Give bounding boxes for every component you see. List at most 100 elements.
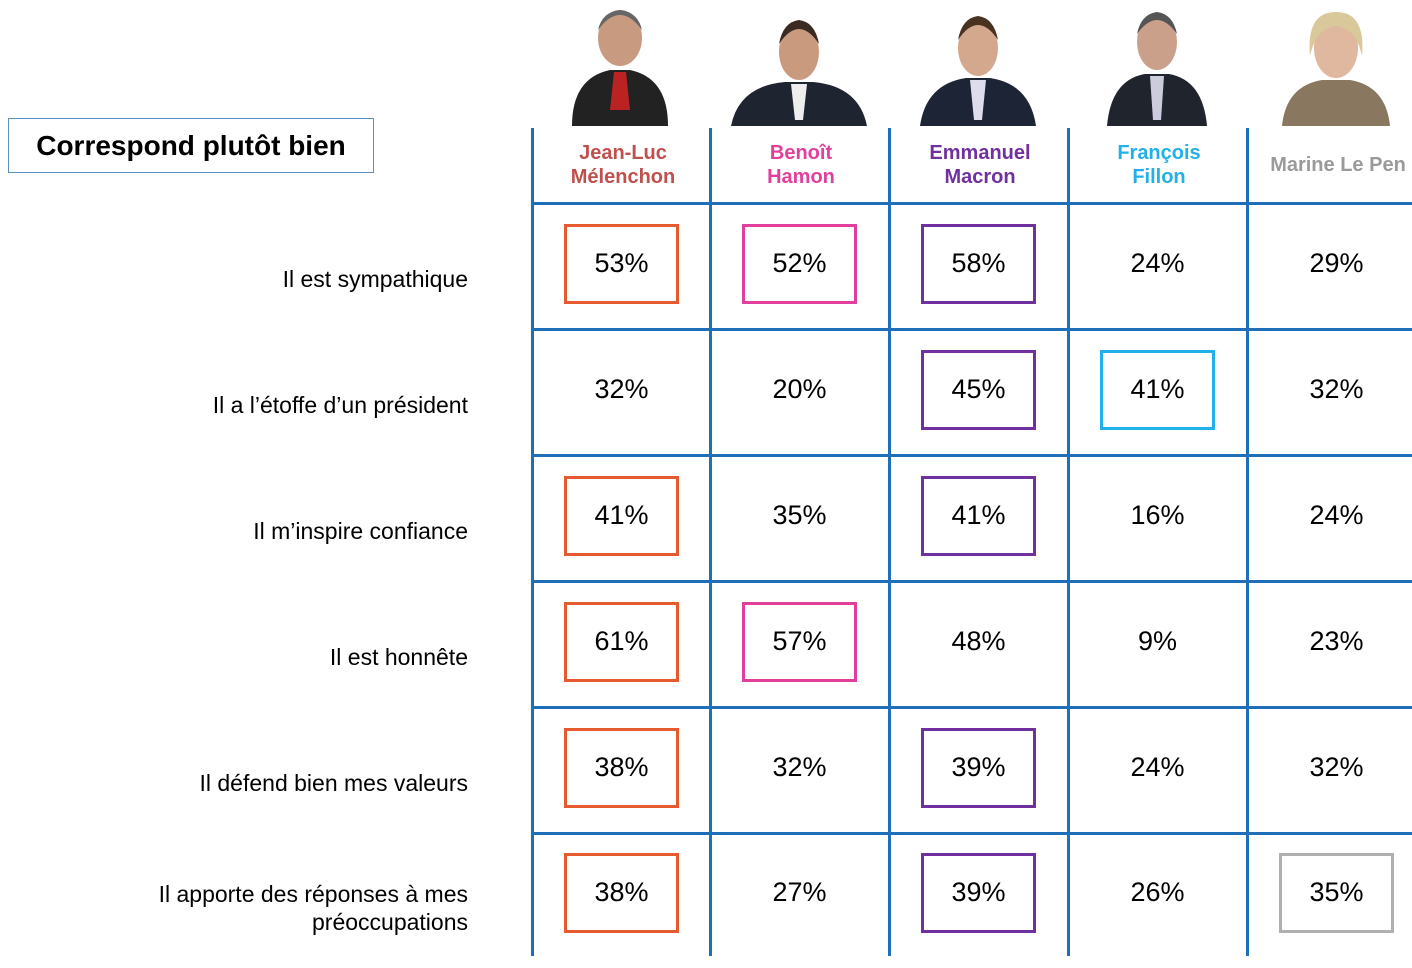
cell: 32%	[1249, 331, 1412, 448]
cell-value: 32%	[1309, 752, 1363, 783]
cell-value: 20%	[772, 374, 826, 405]
cell-value: 16%	[1130, 500, 1184, 531]
cell: 38%	[534, 835, 709, 950]
portrait	[572, 10, 668, 126]
cell: 61%	[534, 583, 709, 700]
cell: 27%	[712, 835, 887, 950]
cell-value: 35%	[772, 500, 826, 531]
row-label: Il apporte des réponses à mes préoccupat…	[60, 847, 468, 968]
cell: 24%	[1249, 457, 1412, 574]
highlight-box: 45%	[921, 350, 1036, 430]
cell-value: 41%	[1130, 374, 1184, 405]
cell: 41%	[891, 457, 1066, 574]
cell-value: 41%	[594, 500, 648, 531]
row-label: Il défend bien mes valeurs	[60, 721, 468, 844]
cell-value: 23%	[1309, 626, 1363, 657]
highlight-box: 41%	[921, 476, 1036, 556]
cell: 23%	[1249, 583, 1412, 700]
cell-value: 27%	[772, 877, 826, 908]
title-box: Correspond plutôt bien	[8, 118, 374, 173]
cell-value: 32%	[594, 374, 648, 405]
cell: 45%	[891, 331, 1066, 448]
cell: 29%	[1249, 205, 1412, 322]
cell: 48%	[891, 583, 1066, 700]
cell-value: 29%	[1309, 248, 1363, 279]
row-label: Il a l’étoffe d’un président	[60, 343, 468, 466]
name-line: Emmanuel	[891, 141, 1069, 165]
cell: 24%	[1070, 709, 1245, 826]
highlight-box: 58%	[921, 224, 1036, 304]
cell-value: 53%	[594, 248, 648, 279]
portraits	[531, 0, 1412, 126]
cell: 9%	[1070, 583, 1245, 700]
cell-value: 58%	[951, 248, 1005, 279]
cell-value: 24%	[1309, 500, 1363, 531]
name-line: Mélenchon	[534, 165, 712, 189]
cell-value: 39%	[951, 752, 1005, 783]
cell-value: 52%	[772, 248, 826, 279]
cell: 32%	[712, 709, 887, 826]
cell: 26%	[1070, 835, 1245, 950]
cell-value: 38%	[594, 877, 648, 908]
cell: 52%	[712, 205, 887, 322]
cell-value: 24%	[1130, 752, 1184, 783]
highlight-box: 57%	[742, 602, 857, 682]
cell-value: 32%	[772, 752, 826, 783]
name-line: Hamon	[712, 165, 890, 189]
row-label: Il m’inspire confiance	[60, 469, 468, 592]
name-line: Fillon	[1070, 165, 1248, 189]
highlight-box: 53%	[564, 224, 679, 304]
highlight-box: 38%	[564, 728, 679, 808]
cell-value: 24%	[1130, 248, 1184, 279]
name-line: Macron	[891, 165, 1069, 189]
cell: 41%	[534, 457, 709, 574]
cell-value: 35%	[1309, 877, 1363, 908]
candidate-name: Marine Le Pen	[1249, 128, 1412, 202]
highlight-box: 41%	[1100, 350, 1215, 430]
portrait	[731, 20, 867, 126]
cell-value: 38%	[594, 752, 648, 783]
cell-value: 61%	[594, 626, 648, 657]
cell-value: 41%	[951, 500, 1005, 531]
cell-value: 32%	[1309, 374, 1363, 405]
row-label: Il est sympathique	[60, 217, 468, 340]
cell: 58%	[891, 205, 1066, 322]
highlight-box: 39%	[921, 853, 1036, 933]
cell: 32%	[534, 331, 709, 448]
cell-value: 45%	[951, 374, 1005, 405]
page: Correspond plutôt bien (() => { const da…	[0, 0, 1412, 956]
cell: 39%	[891, 835, 1066, 950]
highlight-box: 52%	[742, 224, 857, 304]
cell: 24%	[1070, 205, 1245, 322]
name-line: François	[1070, 141, 1248, 165]
portrait	[1282, 12, 1390, 126]
cell: 39%	[891, 709, 1066, 826]
name-line: Benoît	[712, 141, 890, 165]
cell: 57%	[712, 583, 887, 700]
cell-value: 26%	[1130, 877, 1184, 908]
cell-value: 39%	[951, 877, 1005, 908]
name-line: Jean-Luc	[534, 141, 712, 165]
highlight-box: 38%	[564, 853, 679, 933]
row-label: Il est honnête	[60, 595, 468, 718]
cell-value: 48%	[951, 626, 1005, 657]
cell-value: 9%	[1138, 626, 1177, 657]
cell-value: 57%	[772, 626, 826, 657]
cell: 53%	[534, 205, 709, 322]
highlight-box: 61%	[564, 602, 679, 682]
cell: 16%	[1070, 457, 1245, 574]
highlight-box: 39%	[921, 728, 1036, 808]
highlight-box: 41%	[564, 476, 679, 556]
highlight-box: 35%	[1279, 853, 1394, 933]
cell: 35%	[712, 457, 887, 574]
cell: 35%	[1249, 835, 1412, 950]
name-line: Marine Le Pen	[1249, 153, 1412, 177]
portrait	[1107, 12, 1207, 126]
cell: 41%	[1070, 331, 1245, 448]
portrait	[920, 16, 1036, 126]
cell: 32%	[1249, 709, 1412, 826]
